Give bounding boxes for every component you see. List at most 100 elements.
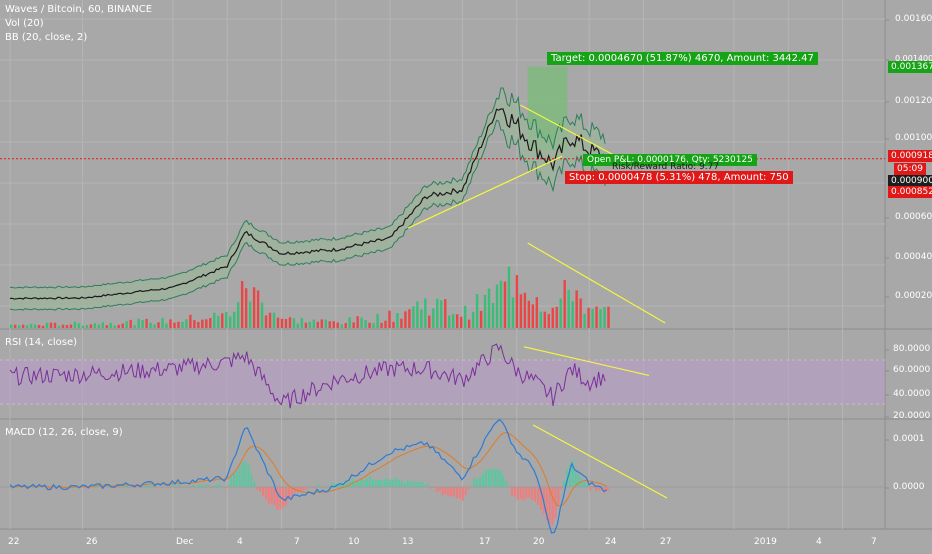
volume-bar	[316, 321, 320, 328]
volume-bar	[77, 323, 81, 328]
volume-bar	[368, 322, 371, 328]
macd-histogram-bar	[204, 485, 207, 487]
pnl-label[interactable]: Open P&L: 0.0000176, Qty: 5230125	[583, 154, 757, 166]
volume-bar	[356, 316, 359, 328]
volume-bar	[300, 317, 304, 328]
date-label-2: Dec	[176, 537, 194, 547]
macd-histogram-bar	[409, 481, 412, 487]
macd-histogram-bar	[149, 484, 152, 487]
macd-histogram-bar	[398, 479, 401, 487]
volume-bar	[165, 323, 168, 328]
volume-bar	[169, 319, 172, 328]
macd-histogram-bar	[441, 487, 444, 496]
rsi-tick-1: 60.0000	[893, 365, 931, 375]
volume-bar	[479, 310, 483, 328]
macd-histogram-bar	[290, 487, 293, 500]
macd-histogram-bar	[241, 462, 244, 487]
volume-bar	[591, 308, 594, 328]
macd-histogram-bar	[403, 482, 406, 487]
macd-histogram-bar	[166, 487, 169, 488]
volume-bar	[69, 324, 73, 328]
macd-histogram-bar	[293, 487, 296, 494]
volume-bar	[372, 323, 375, 328]
volume-bar	[173, 322, 176, 328]
macd-histogram-bar	[435, 487, 438, 492]
date-label-13: 7	[871, 537, 877, 547]
rsi-band	[0, 360, 885, 404]
date-label-11: 2019	[754, 537, 777, 547]
volume-bar	[436, 298, 439, 328]
volume-bar	[244, 288, 248, 328]
target-label[interactable]: Target: 0.0004670 (51.87%) 4670, Amount:…	[547, 52, 818, 65]
volume-bar	[579, 298, 582, 328]
volume-bar	[408, 309, 411, 328]
macd-histogram-bar	[380, 479, 383, 487]
stop-label[interactable]: Stop: 0.0000478 (5.31%) 478, Amount: 750	[565, 171, 793, 184]
volume-bar	[89, 324, 93, 328]
macd-histogram-bar	[177, 483, 180, 487]
macd-histogram-bar	[453, 487, 456, 497]
macd-histogram-bar	[322, 485, 325, 487]
volume-bar	[121, 323, 124, 328]
date-label-4: 7	[294, 537, 300, 547]
entry-price-badge: 0.0009004	[888, 175, 932, 187]
macd-histogram-bar	[389, 479, 392, 487]
volume-bar	[559, 298, 562, 328]
volume-bar	[555, 306, 558, 328]
macd-histogram-bar	[592, 487, 595, 489]
volume-bar	[268, 312, 272, 328]
volume-bar	[400, 318, 403, 328]
volume-bar	[45, 322, 49, 328]
macd-histogram-bar	[259, 487, 262, 492]
volume-bar	[380, 322, 383, 328]
macd-histogram-bar	[270, 487, 273, 504]
macd-histogram-bar	[586, 484, 589, 487]
volume-bar	[515, 275, 519, 328]
volume-bar	[503, 281, 507, 328]
volume-bar	[603, 306, 606, 328]
volume-bar	[428, 315, 431, 328]
macd-histogram-bar	[302, 487, 305, 491]
volume-bar	[455, 314, 459, 328]
volume-bar	[236, 302, 240, 328]
macd-histogram-bar	[218, 484, 221, 487]
volume-bar	[61, 324, 65, 328]
volume-bar	[248, 301, 252, 328]
legend-bb: BB (20, close, 2)	[5, 32, 88, 43]
date-label-10: 27	[660, 537, 672, 547]
macd-histogram-bar	[125, 484, 128, 487]
volume-bar	[280, 318, 284, 328]
price-support-trendline	[407, 155, 563, 229]
macd-histogram-bar	[525, 487, 528, 499]
volume-bar	[73, 321, 77, 328]
macd-histogram-bar	[606, 487, 609, 492]
macd-histogram-bar	[299, 487, 302, 493]
price-resistance-trendline	[520, 104, 617, 157]
macd-histogram-bar	[429, 487, 432, 489]
macd-histogram-bar	[316, 484, 319, 487]
macd-histogram-bar	[282, 487, 285, 508]
legend-symbol: Waves / Bitcoin, 60, BINANCE	[5, 4, 153, 15]
volume-bar	[109, 322, 112, 328]
macd-histogram-bar	[264, 487, 267, 500]
volume-bar	[25, 325, 29, 328]
volume-bar	[252, 287, 256, 328]
volume-bar	[587, 307, 590, 328]
volume-bar	[471, 311, 475, 328]
macd-histogram-bar	[198, 484, 201, 487]
volume-bar	[535, 297, 539, 328]
volume-bar	[193, 320, 196, 328]
macd-histogram-bar	[400, 480, 403, 487]
target-price-badge: 0.0013674	[888, 61, 932, 73]
macd-histogram-bar	[230, 477, 233, 487]
price-tick-2: 0.0010000	[895, 133, 932, 143]
volume-bar	[221, 313, 224, 328]
volume-bar	[340, 324, 343, 328]
volume-bar	[388, 310, 391, 328]
volume-bar	[308, 321, 312, 328]
macd-histogram-bar	[505, 481, 508, 487]
